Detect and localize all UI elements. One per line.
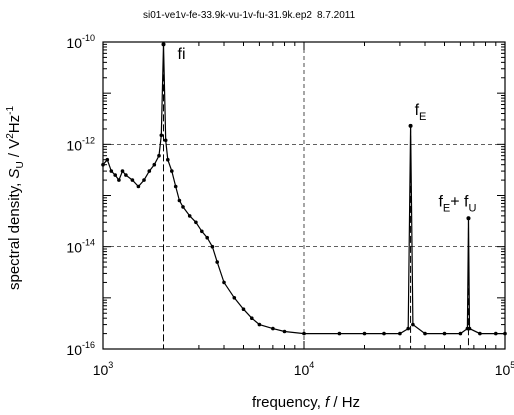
y-tick-label: 10-16 <box>66 340 95 358</box>
data-point <box>282 329 287 334</box>
data-point <box>130 178 135 182</box>
annotation-fE: fE <box>415 102 427 123</box>
data-point <box>109 169 114 173</box>
data-point <box>302 331 306 336</box>
x-axis-label: frequency, f / Hz <box>252 394 360 411</box>
data-point <box>210 244 215 249</box>
peak-point <box>466 216 471 221</box>
chart-header-file: si01-ve1v-fe-33.9k-vu-1v-fu-31.9k.ep2 <box>143 10 312 21</box>
y-tick-labels: 10-16 10-14 10-12 10-10 <box>66 33 95 358</box>
peak-point <box>161 42 166 47</box>
data-point <box>177 198 182 203</box>
y-tick-label: 10-10 <box>66 33 95 51</box>
annotation-fEfU: fE+ fU <box>438 193 476 214</box>
data-point <box>166 157 170 162</box>
peak-annotations: fi fE fE+ fU <box>178 46 477 214</box>
data-point <box>120 169 125 173</box>
data-point <box>442 331 447 336</box>
chart-header-date: 8.7.2011 <box>317 10 356 21</box>
x-tick-labels: 103 104 105 <box>93 360 514 378</box>
data-point <box>423 331 427 336</box>
data-point <box>458 331 463 336</box>
data-point <box>194 220 198 225</box>
data-point <box>241 307 246 312</box>
data-point <box>187 214 192 218</box>
peak-point <box>408 123 413 128</box>
data-point <box>382 331 386 336</box>
data-point <box>152 162 157 167</box>
data-point <box>113 173 117 177</box>
plot-frame <box>102 41 506 350</box>
data-point <box>157 153 161 158</box>
x-tick-label: 104 <box>294 360 315 378</box>
data-point <box>124 173 128 177</box>
data-point <box>398 331 402 336</box>
data-point <box>163 138 168 143</box>
peak-lines <box>161 42 471 349</box>
data-point <box>200 229 204 234</box>
data-point <box>205 235 209 240</box>
grid-lines <box>103 42 505 349</box>
data-point <box>142 178 146 182</box>
y-tick-label: 10-12 <box>66 135 95 153</box>
data-point <box>170 169 174 173</box>
data-point <box>136 184 141 189</box>
data-point <box>257 322 262 327</box>
data-point <box>362 331 367 336</box>
data-point <box>494 331 498 336</box>
data-point <box>147 169 152 173</box>
data-point <box>173 184 178 189</box>
data-point <box>181 205 185 209</box>
data-point <box>159 133 164 138</box>
data-point <box>271 326 275 331</box>
data-point <box>222 280 226 285</box>
data-point <box>478 331 482 336</box>
data-point <box>117 178 121 182</box>
data-point <box>232 296 237 300</box>
data-point <box>406 326 411 331</box>
y-tick-label: 10-14 <box>66 238 95 256</box>
data-point <box>105 157 110 162</box>
annotation-fi: fi <box>178 46 186 63</box>
data-point <box>215 260 219 264</box>
data-point <box>411 322 415 327</box>
data-point <box>250 316 254 321</box>
x-tick-label: 105 <box>495 360 514 378</box>
y-axis-label: spectral density, SU / V2Hz-1 <box>5 106 26 290</box>
x-tick-label: 103 <box>93 360 114 378</box>
data-point <box>337 331 342 336</box>
